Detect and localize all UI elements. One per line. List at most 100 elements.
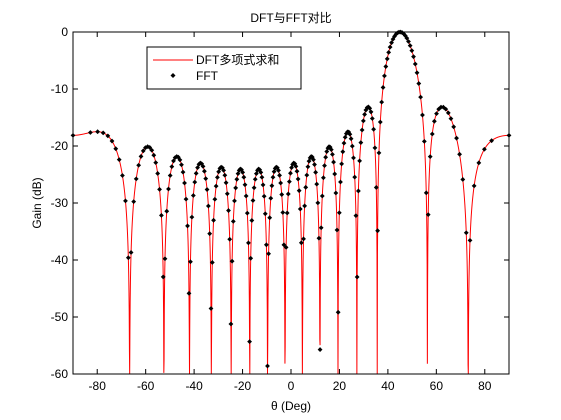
fft-marker [301,236,306,242]
fft-marker [336,210,342,216]
fft-marker [185,223,190,229]
tick-layer: -80 -60 -40 -20 0 20 40 60 80 0 -10 -20 -30 -40 -50 -60 [51,25,509,393]
fft-marker [190,193,196,198]
fft-marker [352,174,358,180]
x-tick-label: 80 [478,379,492,393]
fft-marker [427,154,433,160]
fft-marker [489,138,495,144]
fft-marker [421,138,427,144]
legend-label-dft: DFT多项式求和 [196,53,279,67]
fft-marker [360,118,366,124]
fft-marker [201,168,207,174]
fft-marker [369,116,375,121]
fft-marker [355,188,361,194]
fft-marker [423,190,429,196]
fft-marker [179,162,184,168]
fft-marker [373,185,379,190]
fft-marker [208,306,214,311]
x-tick-label: -40 [185,379,203,393]
legend-swatch-fft [170,73,176,78]
fft-marker [230,218,236,224]
fft-marker [243,193,249,199]
fft-marker [288,170,293,176]
fft-marker [217,165,223,171]
fft-marker [342,134,348,140]
fft-marker [280,210,286,215]
fft-marker [302,203,308,209]
fft-marker [420,112,425,118]
fft-marker [211,217,216,223]
fft-marker [149,147,155,153]
fft-marker [159,213,164,218]
fft-marker [294,168,300,174]
fft-marker [128,250,134,255]
fft-marker [377,119,383,125]
fft-marker [251,185,257,191]
fft-marker [295,176,301,182]
fft-marker [463,230,469,236]
fft-marker [240,169,246,175]
fft-marker [311,157,316,163]
fft-marker [244,210,250,216]
fft-marker [252,176,258,182]
fft-marker [467,237,473,243]
fft-marker [460,177,466,182]
fft-marker [166,186,171,192]
fft-marker [133,176,139,182]
fft-marker [283,244,289,250]
fft-marker [270,174,276,180]
fft-marker [313,169,319,175]
fft-marker [376,150,382,156]
y-tick-label: 0 [61,25,68,39]
fft-marker [314,181,320,187]
legend: DFT多项式求和 FFT [146,46,302,90]
fft-marker [407,43,413,48]
fft-marker [323,154,329,160]
fft-marker [214,174,220,180]
legend-box [146,46,302,90]
fft-marker [368,109,374,115]
fft-marker [263,242,269,248]
fft-marker [366,104,371,110]
x-tick-label: 20 [333,379,347,393]
fft-marker [151,152,157,158]
fft-marker [409,48,415,54]
y-tick-label: -40 [51,253,69,267]
fft-marker [247,339,252,345]
fft-marker [279,192,285,197]
fft-marker [226,208,231,213]
fft-marker [167,173,173,178]
fft-marker [406,39,411,44]
fft-marker [375,228,381,234]
y-tick-label: -10 [51,82,69,96]
fft-marker [354,274,360,280]
fft-marker [284,210,290,216]
fft-marker [451,124,457,130]
fft-marker [188,259,193,265]
fft-marker [246,240,251,246]
fft-marker [319,193,325,199]
fft-marker [177,157,183,163]
fft-marker [383,64,389,69]
fft-marker [160,274,166,280]
fft-marker [169,164,175,170]
fft-marker [209,260,215,265]
fft-marker [172,155,178,161]
fft-marker [386,50,392,55]
fft-marker [339,161,345,167]
fft-marker [425,212,431,218]
fft-marker [362,112,368,117]
fft-marker [349,143,355,149]
fft-marker [227,236,233,242]
fft-marker [285,191,291,197]
fft-marker [411,54,416,60]
fft-marker [443,106,449,112]
fft-marker [298,240,304,246]
fft-marker [222,172,228,178]
fft-marker [333,190,339,196]
x-axis-label: θ (Deg) [271,399,311,413]
fft-marker [315,200,321,206]
fft-marker [186,290,192,296]
fft-marker [140,148,146,154]
